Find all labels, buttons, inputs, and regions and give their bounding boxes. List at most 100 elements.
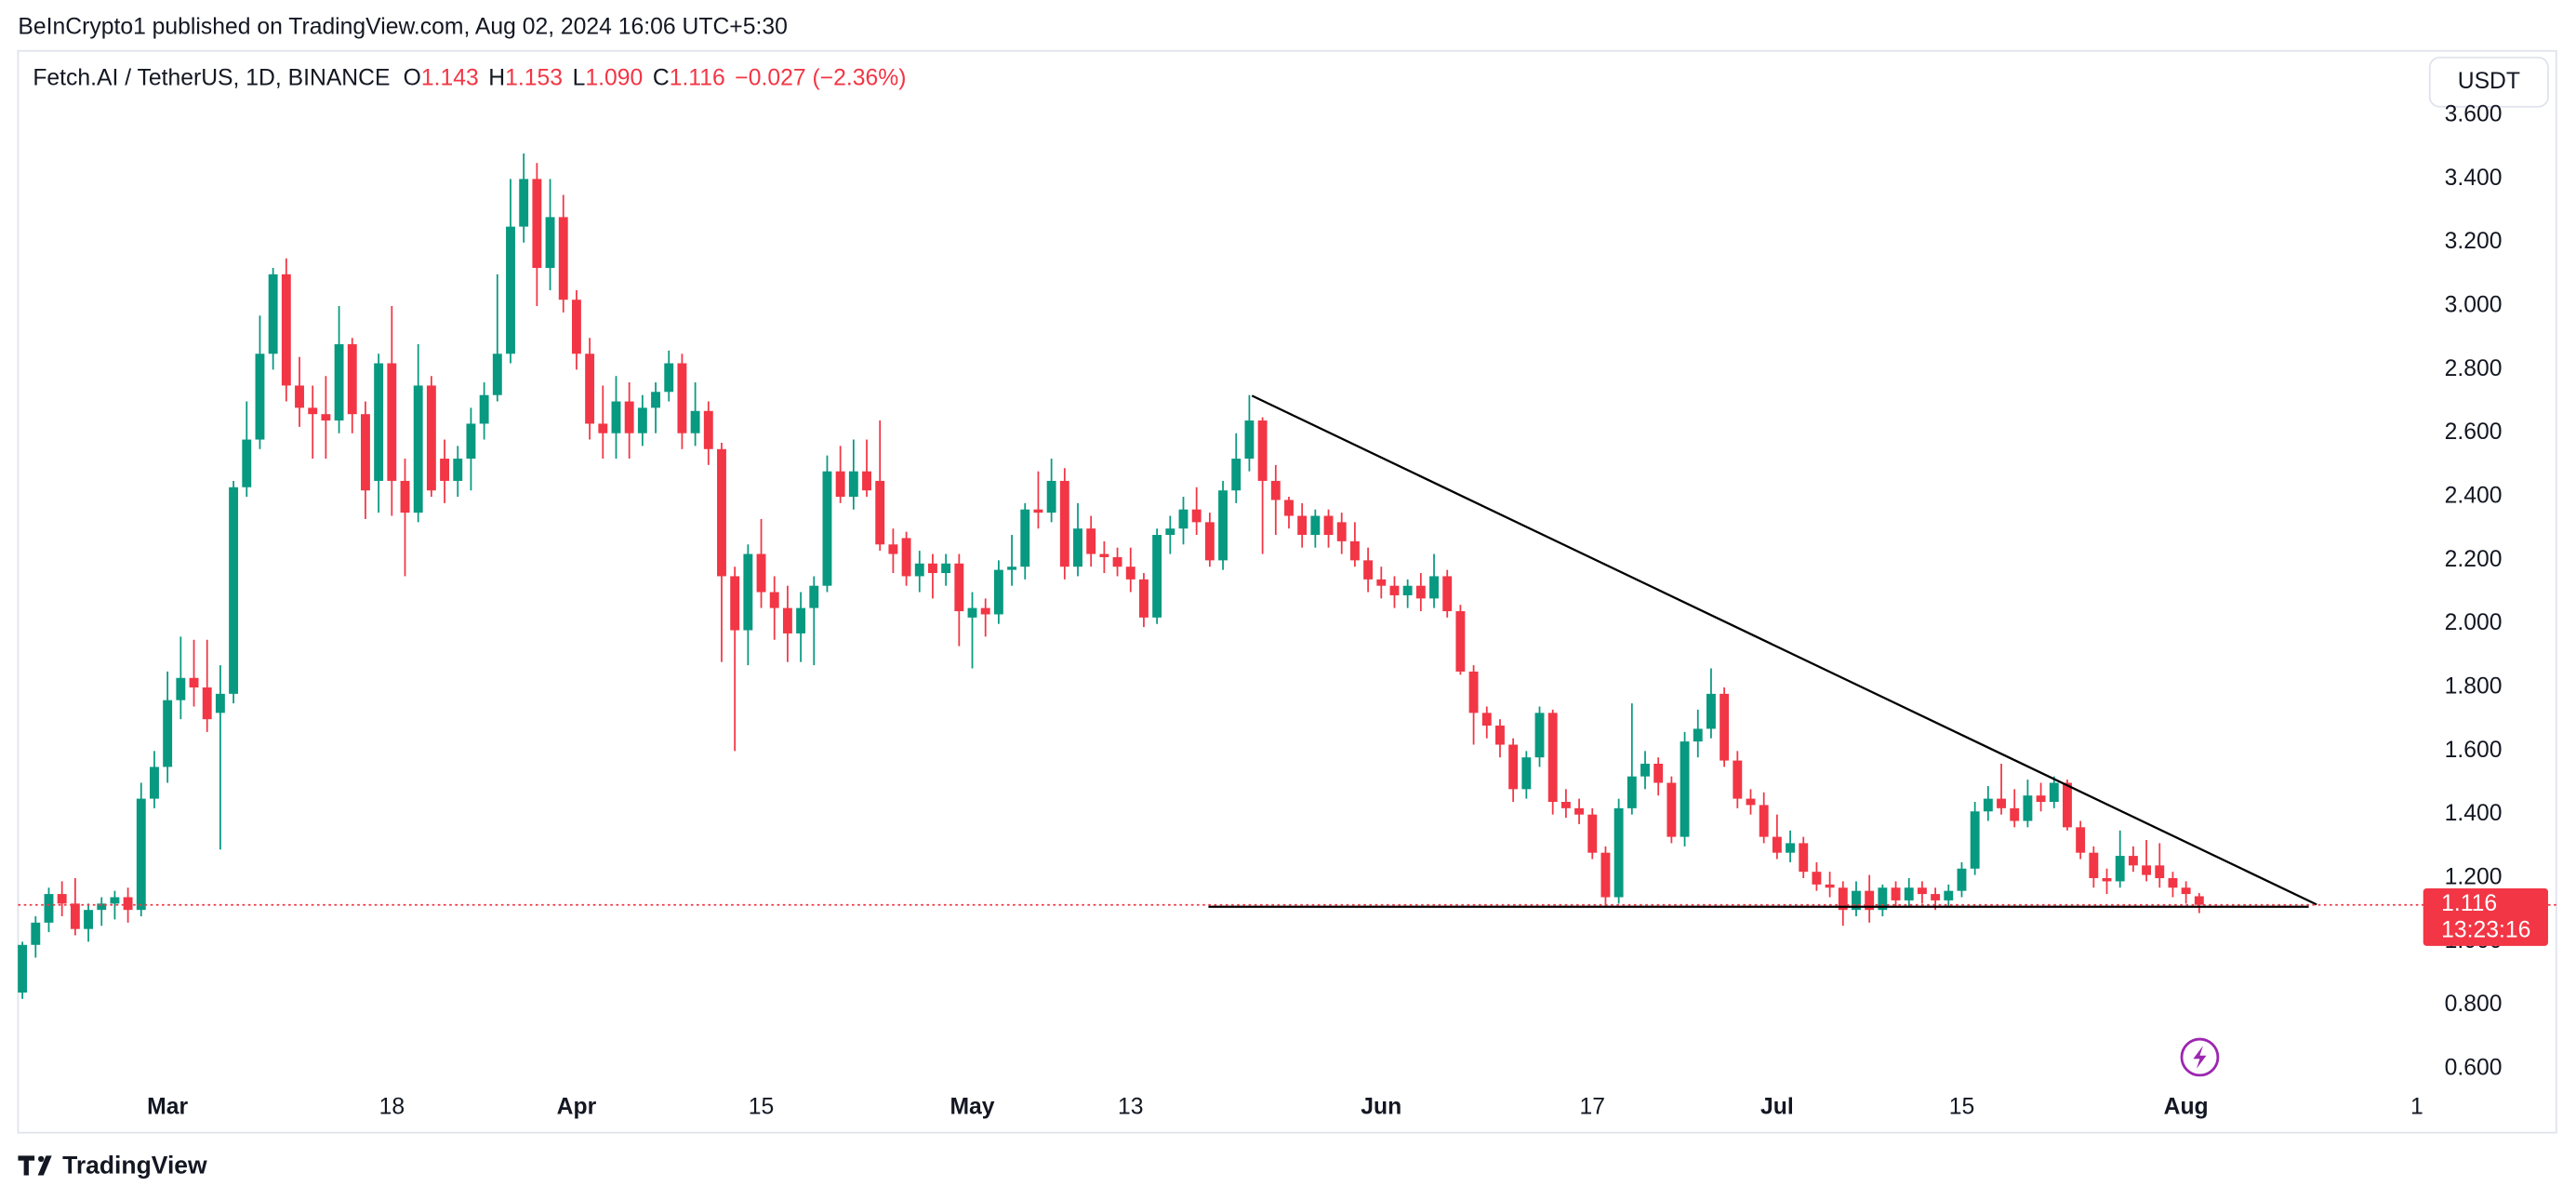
y-tick-label: 2.400	[2445, 484, 2503, 509]
last-price-box	[2423, 888, 2548, 946]
y-tick-label: 1.800	[2445, 674, 2503, 700]
brand-logo	[18, 1155, 52, 1176]
candle-body	[848, 471, 858, 498]
candle-body	[585, 353, 595, 424]
candle-body	[717, 448, 726, 577]
x-tick-label: 15	[749, 1095, 774, 1120]
currency-label[interactable]: USDT	[2458, 69, 2520, 94]
candle-body	[1244, 420, 1255, 460]
candle-body	[1336, 522, 1347, 541]
legend-key: C	[653, 65, 670, 90]
y-tick-label: 1.400	[2445, 801, 2503, 826]
candle-body	[967, 607, 977, 618]
y-tick-label: 3.400	[2445, 166, 2503, 191]
candle-body	[1613, 807, 1624, 898]
candle-body	[1812, 872, 1822, 885]
y-tick-label: 2.200	[2445, 547, 2503, 572]
candle-body	[242, 439, 252, 487]
candle-body	[229, 487, 239, 694]
candle-body	[690, 410, 700, 433]
candle-body	[1495, 726, 1505, 745]
candle-body	[1733, 760, 1743, 799]
candle-body	[413, 385, 423, 513]
candle-body	[875, 480, 885, 545]
candle-body	[2049, 782, 2059, 803]
candle-body	[84, 910, 93, 929]
trendline	[1251, 394, 2317, 906]
candle-body	[2181, 887, 2191, 895]
candle-body	[1852, 890, 1861, 911]
candle-body	[1904, 887, 1914, 900]
candle-body	[1086, 528, 1096, 554]
candle-body	[1944, 890, 1954, 900]
candle-body	[2142, 865, 2152, 875]
candle-body	[1310, 515, 1321, 536]
candle-body	[2115, 856, 2125, 882]
candle-body	[1165, 528, 1175, 536]
candle-body	[1468, 671, 1479, 713]
candle-body	[136, 798, 146, 911]
candle-body	[1534, 713, 1545, 758]
candle-body	[440, 459, 450, 481]
candle-body	[31, 922, 41, 945]
candle-body	[901, 538, 911, 577]
candle-body	[1799, 843, 1809, 873]
candle-body	[1297, 515, 1308, 536]
candle-body	[1746, 798, 1756, 806]
candle-body	[2036, 795, 2046, 803]
legend-key: H	[488, 65, 505, 90]
candle-body	[361, 414, 370, 491]
candle-body	[2089, 852, 2099, 879]
candle-body	[1878, 887, 1888, 911]
x-tick-label: Mar	[147, 1095, 188, 1120]
candle-body	[1706, 693, 1716, 729]
candle-body	[2102, 878, 2112, 882]
published-note: BeInCrypto1 published on TradingView.com…	[18, 15, 787, 40]
candle-body	[295, 385, 304, 408]
candle-body	[954, 563, 964, 612]
candle-body	[1442, 576, 1453, 612]
candle-body	[1363, 560, 1374, 580]
candle-body	[189, 677, 199, 688]
candle-body	[1772, 836, 1782, 853]
candle-body	[2194, 896, 2204, 905]
candle-body	[1257, 420, 1268, 481]
candle-body	[545, 217, 555, 269]
candle-body	[809, 585, 819, 608]
candle-body	[18, 944, 28, 993]
candle-body	[1059, 480, 1069, 567]
x-tick-label: Jun	[1361, 1095, 1401, 1120]
candle-body	[492, 353, 502, 395]
candle-body	[703, 410, 713, 449]
candle-body	[598, 423, 608, 433]
candle-body	[928, 563, 937, 574]
brand-name: TradingView	[62, 1152, 207, 1180]
legend: Fetch.AI / TetherUS, 1D, BINANCE O1.143 H1…	[33, 65, 906, 90]
candle-body	[150, 767, 159, 799]
candle-body	[519, 179, 529, 227]
candle-body	[1020, 509, 1030, 567]
candle-body	[1191, 509, 1202, 523]
candle-body	[730, 576, 740, 631]
candle-body	[347, 344, 357, 415]
candle-body	[479, 394, 489, 424]
candle-body	[1865, 890, 1875, 911]
candle-body	[1125, 567, 1135, 580]
legend-change: −0.027 (−2.36%)	[735, 65, 906, 90]
candle-body	[1046, 480, 1056, 513]
candle-body	[2168, 878, 2178, 888]
legend-key: L	[573, 65, 586, 90]
candle-body	[1508, 744, 1519, 790]
candle-body	[1825, 884, 1835, 888]
legend-value: 1.090	[585, 65, 643, 90]
candle-body	[1997, 798, 2006, 808]
chart-frame	[17, 49, 2557, 1134]
candle-body	[835, 471, 845, 498]
x-tick-label: 1	[2410, 1095, 2423, 1120]
currency-button[interactable]	[2428, 56, 2549, 108]
candle-body	[1204, 522, 1215, 561]
y-tick-label: 3.200	[2445, 229, 2503, 254]
candle-body	[888, 544, 898, 554]
lightning-icon[interactable]	[2180, 1037, 2220, 1077]
